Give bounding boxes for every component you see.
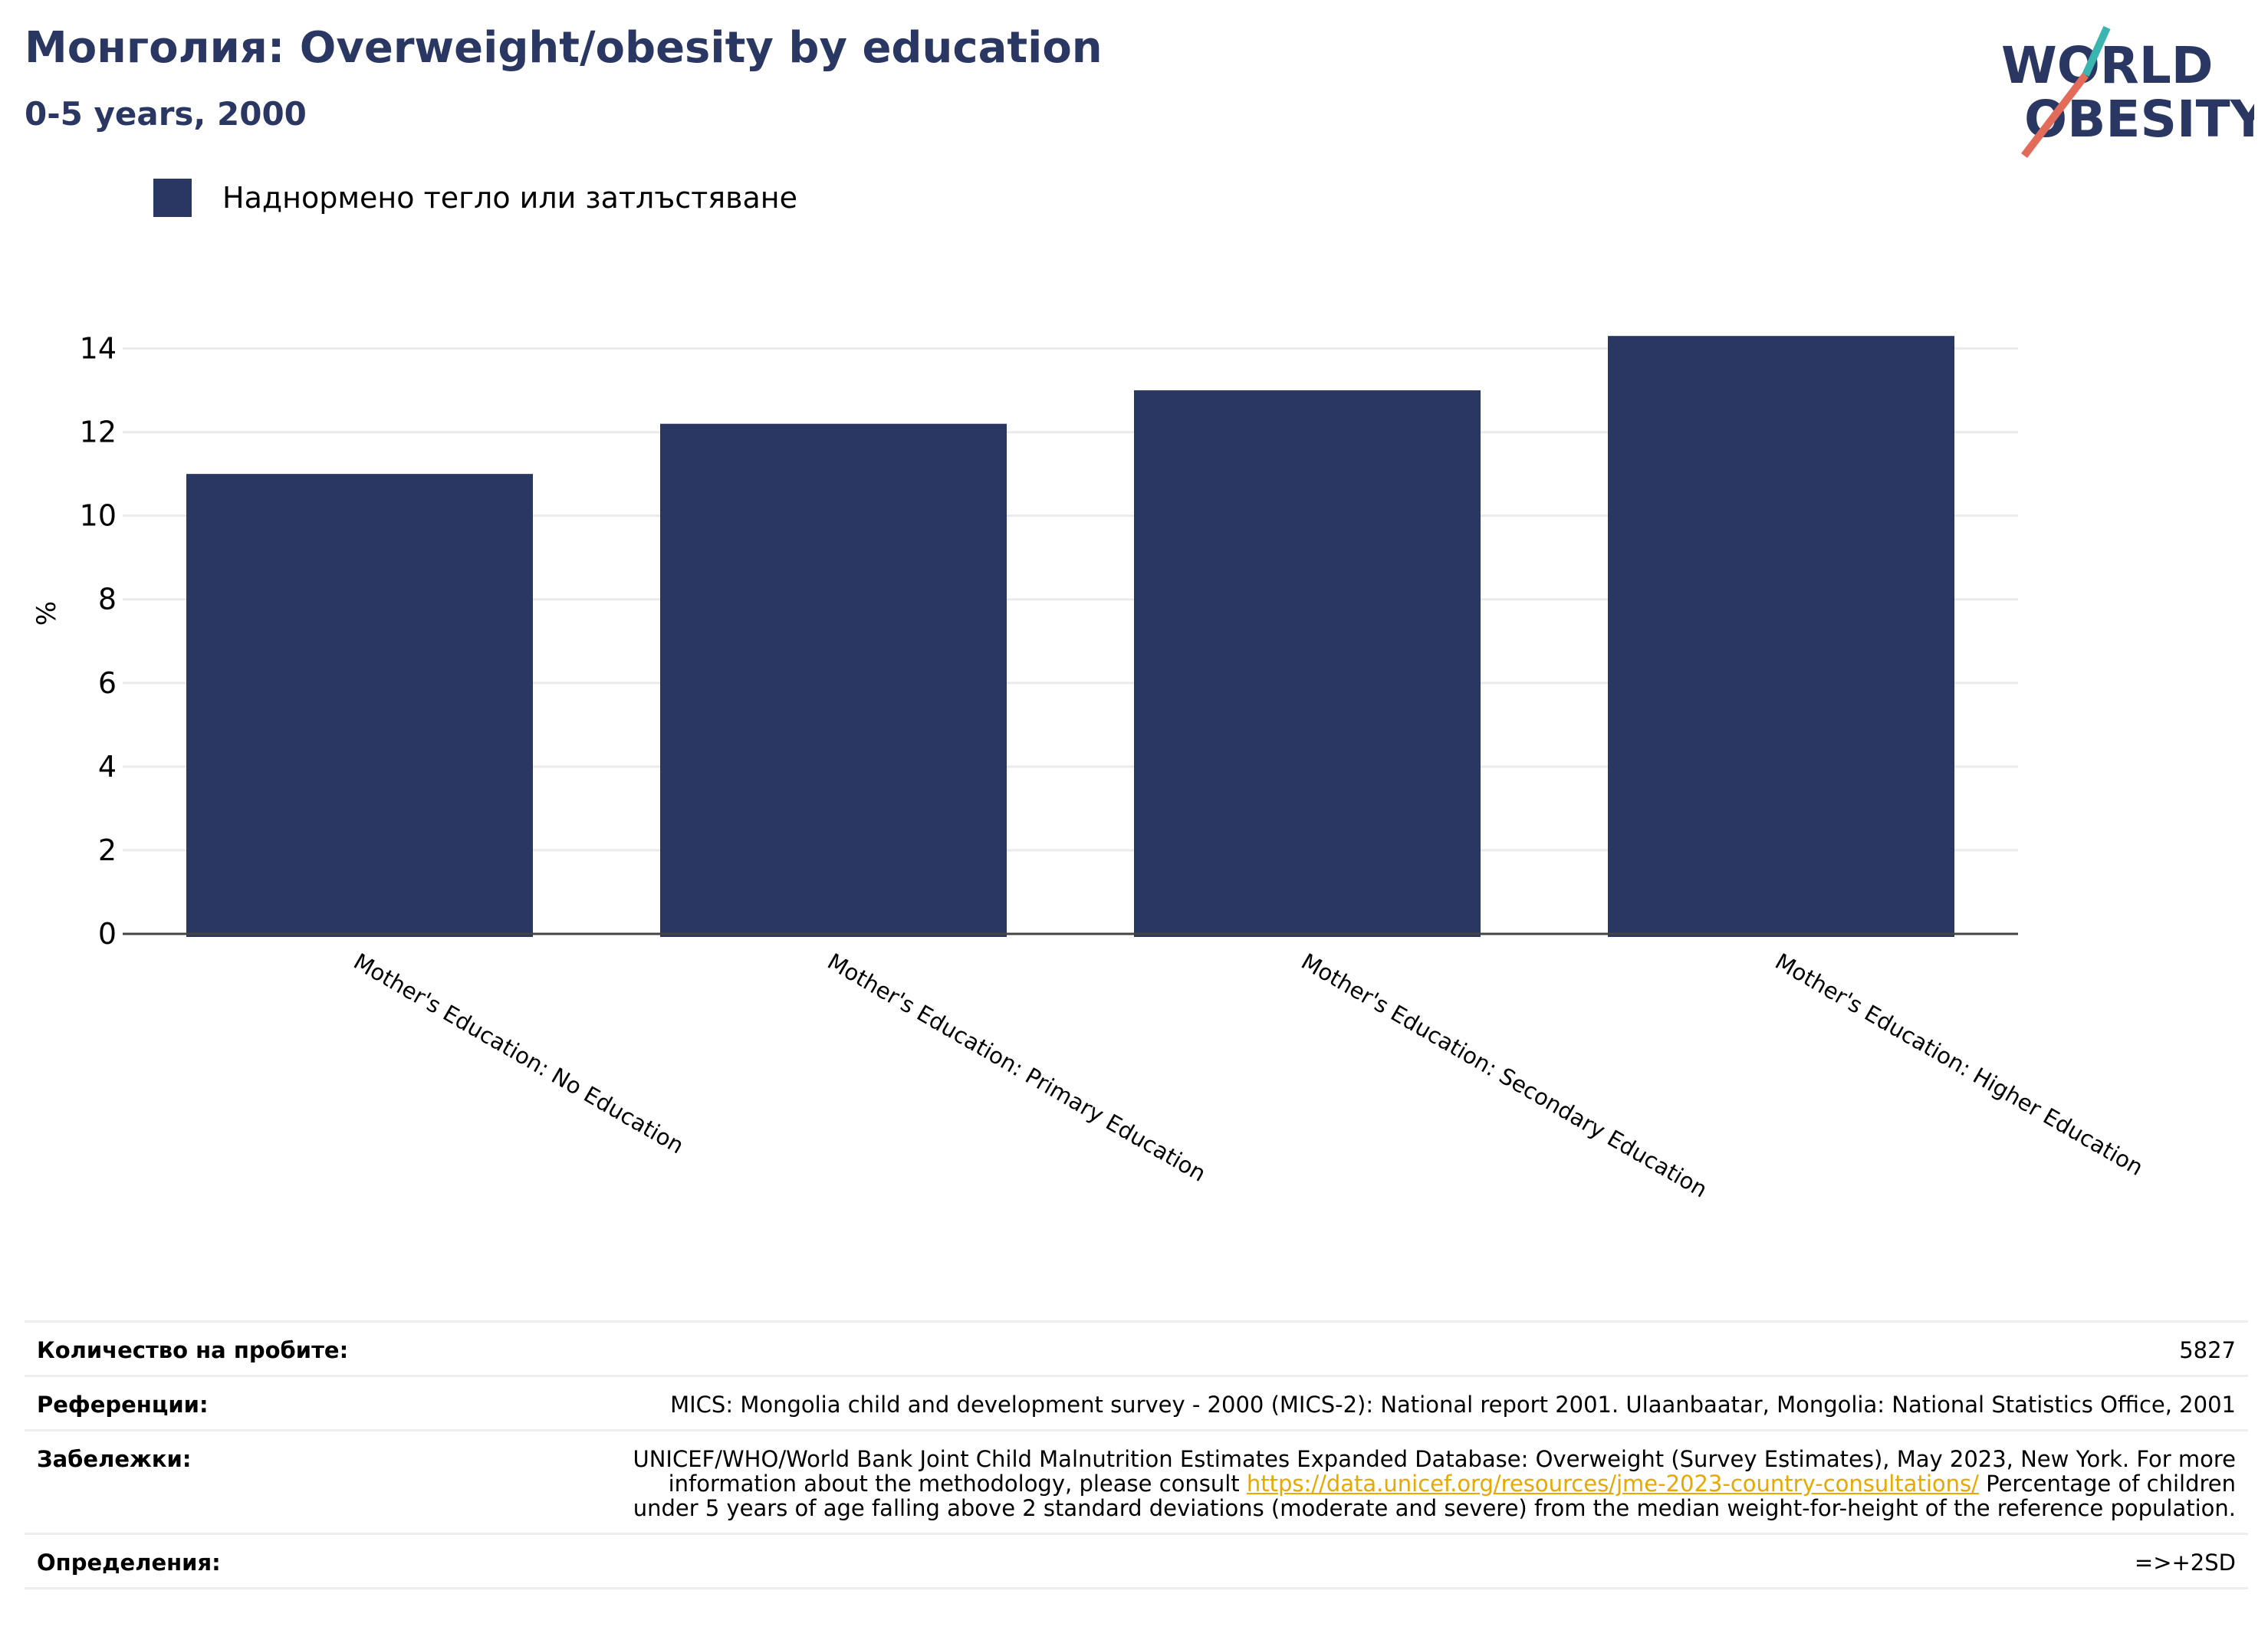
- references-row: Референции: MICS: Mongolia child and dev…: [25, 1375, 2248, 1429]
- world-obesity-logo: WORLD OBESITY: [2001, 25, 2254, 159]
- notes-text-after: Percentage of children under 5 years of …: [633, 1471, 2236, 1521]
- chart-title: Монголия: Overweight/obesity by educatio…: [25, 23, 1103, 73]
- y-tick-label: 10: [80, 499, 117, 533]
- references-value: MICS: Mongolia child and development sur…: [670, 1392, 2236, 1418]
- definitions-value: =>+2SD: [2134, 1550, 2236, 1576]
- metadata-table: Количество на пробите: 5827 Референции: …: [25, 1320, 2248, 1589]
- sample-size-row: Количество на пробите: 5827: [25, 1320, 2248, 1375]
- chart-subtitle: 0-5 years, 2000: [25, 95, 307, 133]
- y-tick-label: 12: [80, 416, 117, 449]
- sample-size-value: 5827: [2179, 1337, 2236, 1363]
- bar: [186, 474, 533, 937]
- x-tick-label: Mother's Education: Secondary Education: [1297, 948, 1712, 1203]
- logo-teal-stroke: [2082, 25, 2111, 77]
- logo-coral-stroke: [2021, 72, 2089, 159]
- x-tick-label: Mother's Education: Primary Education: [823, 948, 1211, 1187]
- y-tick-label: 0: [98, 917, 117, 951]
- notes-value: UNICEF/WHO/World Bank Joint Child Malnut…: [603, 1447, 2236, 1520]
- references-label: Референции:: [37, 1392, 209, 1418]
- sample-size-label: Количество на пробите:: [37, 1337, 349, 1363]
- legend-label: Наднормено тегло или затлъстяване: [222, 181, 797, 215]
- bar: [1134, 390, 1481, 937]
- notes-row: Забележки: UNICEF/WHO/World Bank Joint C…: [25, 1429, 2248, 1533]
- y-tick-label: 14: [80, 332, 117, 366]
- definitions-row: Определения: =>+2SD: [25, 1533, 2248, 1589]
- methodology-link[interactable]: https://data.unicef.org/resources/jme-20…: [1246, 1471, 1979, 1497]
- logo-line1: WORLD: [2001, 36, 2214, 95]
- y-axis-title: %: [31, 601, 62, 626]
- bar: [660, 423, 1007, 937]
- chart-legend: Наднормено тегло или затлъстяване: [153, 178, 797, 218]
- bar: [1608, 336, 1954, 937]
- x-tick-label: Mother's Education: No Education: [350, 948, 689, 1159]
- y-tick-label: 2: [98, 833, 117, 867]
- logo-line2: OBESITY: [2024, 90, 2254, 149]
- definitions-label: Определения:: [37, 1550, 221, 1576]
- x-tick-label: Mother's Education: Higher Education: [1771, 948, 2148, 1181]
- legend-swatch: [153, 179, 192, 217]
- y-tick-label: 6: [98, 666, 117, 700]
- notes-label: Забележки:: [37, 1446, 192, 1472]
- bar-chart: 0 2 4 6 8 10 12 14% Mother's Education: No Educa…: [31, 332, 2148, 1203]
- y-tick-label: 8: [98, 583, 117, 616]
- notes-text-before: UNICEF/WHO/World Bank Joint Child Malnut…: [633, 1446, 2236, 1497]
- y-tick-label: 4: [98, 750, 117, 784]
